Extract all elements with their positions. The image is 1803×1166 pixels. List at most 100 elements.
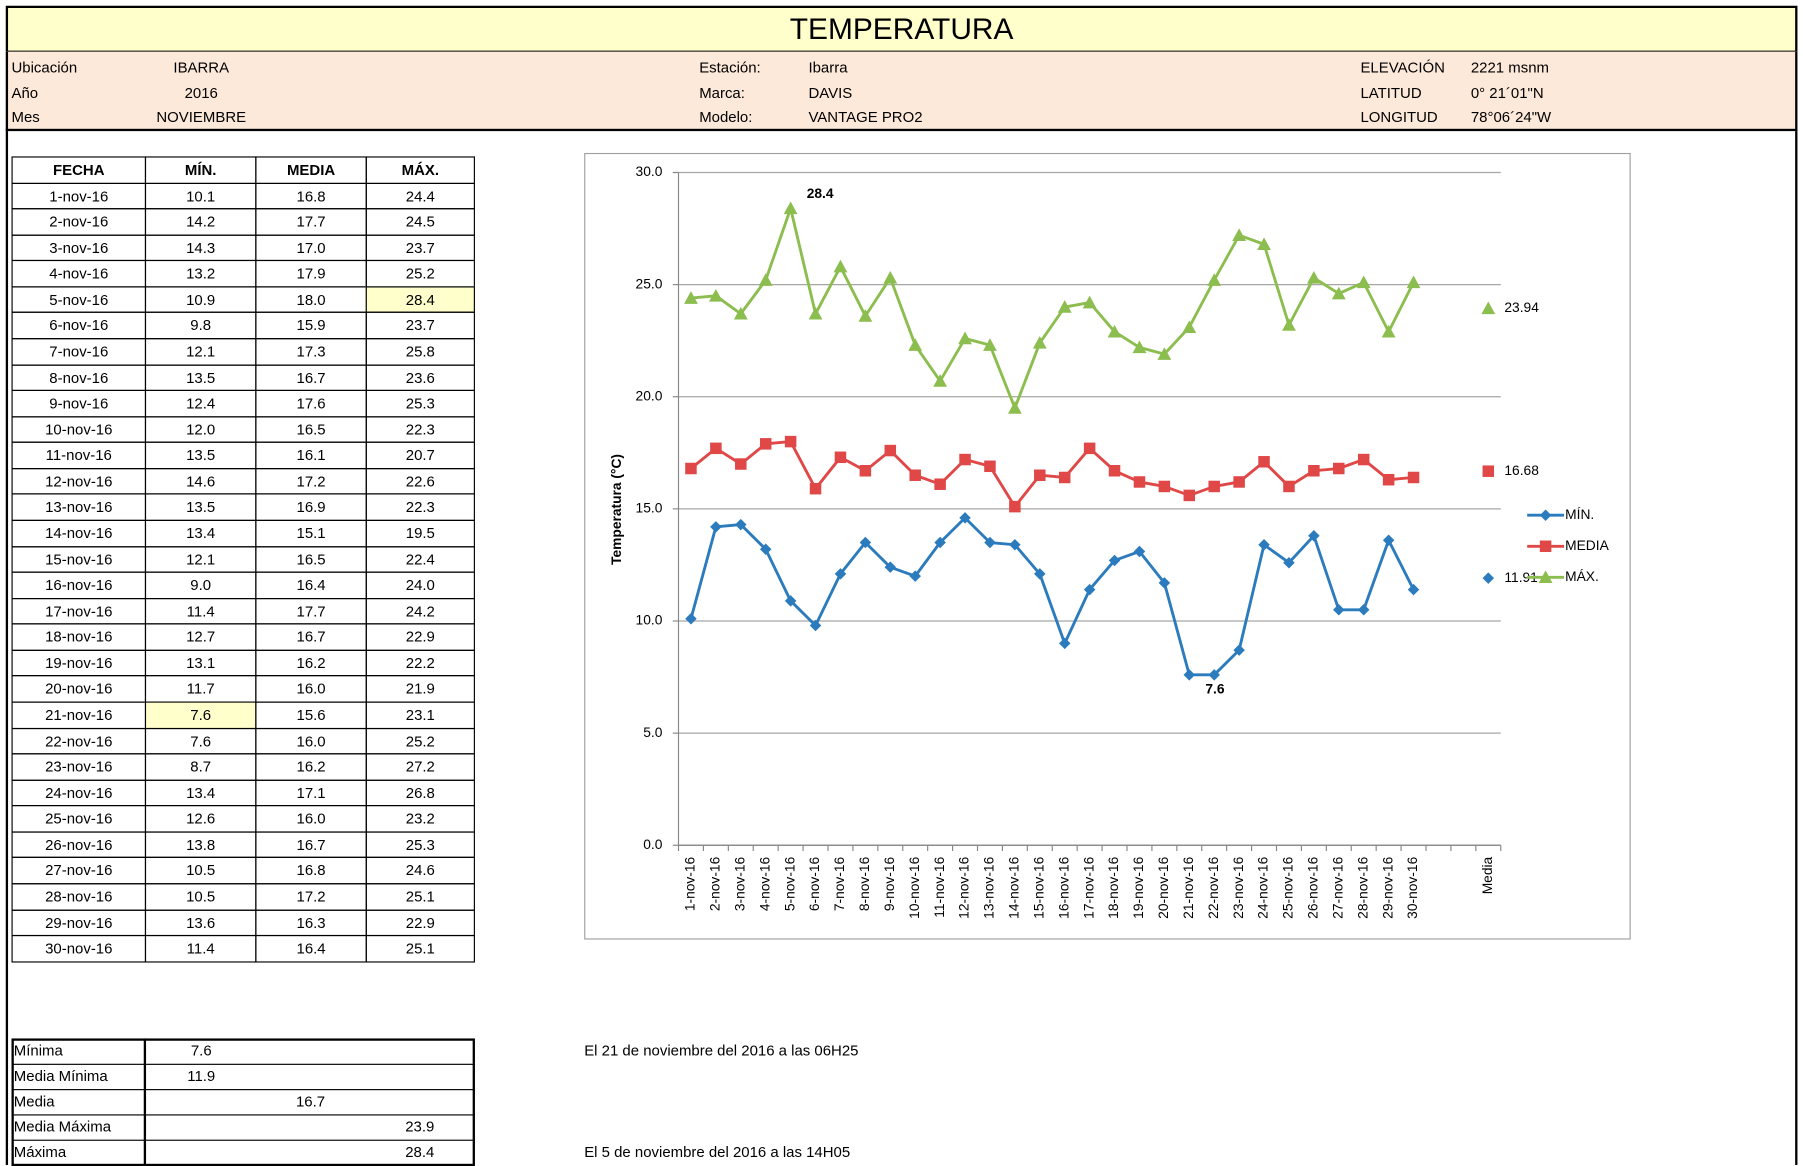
summary-divider [143,1038,147,1166]
data-point [733,306,748,320]
data-point [958,331,972,345]
table-cell: 24.4 [365,182,475,210]
x-tick-label: 4-nov-16 [757,856,772,911]
table-cell: 25.2 [365,260,475,288]
summary-label: Media [13,1092,55,1110]
table-cell: 10.9 [144,286,257,314]
data-point [1107,324,1122,338]
table-cell: 26.8 [365,779,475,807]
table-cell: 13-nov-16 [11,493,147,521]
table-cell: 14.2 [144,208,257,236]
table-cell: 13.4 [144,519,257,547]
data-point [1333,462,1345,475]
data-point [784,435,797,448]
table-cell: 16.2 [255,753,367,781]
table-cell: 20-nov-16 [11,675,147,703]
table-cell: 28-nov-16 [11,883,147,911]
data-label: 11.91 [1504,570,1537,585]
data-point [1058,637,1071,650]
data-point [1407,471,1420,484]
data-point [1233,644,1245,656]
data-point [708,288,723,302]
table-cell: 23.7 [365,312,475,340]
table-cell: 22.3 [365,493,475,521]
table-cell: 15.6 [255,701,367,729]
info-value: 2221 msnm [1470,58,1549,76]
x-tick-label: 29-nov-16 [1380,856,1395,918]
table-cell: 28.4 [365,286,475,314]
info-label: LONGITUD [1360,108,1438,126]
table-cell: 17.3 [255,338,367,366]
table-cell: 10.1 [144,182,257,210]
data-point [784,595,797,607]
table-cell: 24.5 [365,208,475,236]
x-tick-label: 11-nov-16 [932,856,947,917]
table-cell: 17.2 [255,883,367,911]
y-tick-label: 15.0 [636,501,663,516]
table-cell: 16.0 [255,805,367,833]
summary-label: Máxima [13,1143,67,1161]
table-cell: 22.9 [365,909,475,937]
table-cell: 16.5 [255,545,367,573]
data-point [1132,340,1147,354]
info-label: Mes [11,108,40,126]
table-cell: 16.7 [255,831,367,859]
x-tick-label: 30-nov-16 [1405,856,1420,918]
data-point [909,469,921,481]
data-point [859,465,872,477]
table-cell: 23.1 [365,701,475,729]
table-cell: 9.8 [144,312,257,340]
table-cell: 12.1 [144,545,257,573]
info-label: LATITUD [1360,83,1422,101]
chart: Temperatura (°C) 0.0 5.0 10.0 15.0 20.0 25.0 3… [609,164,1609,919]
x-tick-label: 6-nov-16 [807,856,822,911]
data-point [934,536,946,549]
table-cell: 17.2 [255,467,367,495]
info-value: VANTAGE PRO2 [808,108,923,126]
x-tick-label: 5-nov-16 [782,856,797,911]
data-point [933,374,948,387]
table-cell: 23.6 [365,364,475,392]
summary-value: 11.9 [187,1067,216,1085]
summary-row-line [11,1089,475,1091]
x-tick-label: Media [1480,856,1495,894]
table-cell: 23-nov-16 [11,753,147,781]
data-point [1133,476,1146,488]
info-value: DAVIS [808,83,853,101]
data-point [1258,539,1270,551]
x-tick-label: 25-nov-16 [1281,856,1296,918]
info-value: NOVIEMBRE [156,108,247,126]
data-point [685,613,697,625]
table-cell: 7.6 [144,701,257,729]
legend-marker [1538,570,1553,584]
table-cell: 27.2 [365,753,475,781]
data-point [984,536,996,549]
y-tick-label: 10.0 [636,613,663,628]
x-tick-label: 28-nov-16 [1355,856,1370,918]
y-tick-label: 5.0 [643,725,662,740]
data-point [1058,471,1071,484]
data-point [1357,453,1370,466]
x-tick-label: 20-nov-16 [1156,856,1171,918]
table-cell: 24.2 [365,597,475,625]
data-point [1356,275,1371,289]
table-cell: 3-nov-16 [11,234,147,262]
x-tick-label: 17-nov-16 [1081,856,1096,918]
table-cell: 17.1 [255,779,367,807]
data-point [710,521,722,533]
info-band [5,51,1798,132]
table-cell: 22-nov-16 [11,727,147,755]
summary-row-line [11,1063,475,1065]
data-point [1482,572,1495,584]
chart-frame [584,152,1631,940]
data-point [1108,465,1121,477]
table-cell: 17.7 [255,208,367,236]
table-cell: 16.7 [255,623,367,651]
table-cell: 10.5 [144,857,257,885]
table-cell: 9.0 [144,571,257,599]
table-cell: 17.7 [255,597,367,625]
data-point [1382,473,1395,486]
data-point [759,438,772,450]
left-border [5,131,9,1165]
